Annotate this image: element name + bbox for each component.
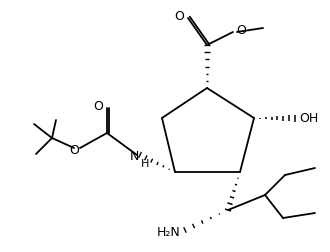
Text: OH: OH	[299, 112, 318, 125]
Text: H₂N: H₂N	[156, 226, 180, 238]
Text: N: N	[130, 150, 139, 164]
Text: O: O	[93, 101, 103, 113]
Text: O: O	[69, 143, 79, 156]
Text: H: H	[141, 159, 149, 169]
Text: O: O	[236, 24, 246, 38]
Text: O: O	[174, 11, 184, 23]
